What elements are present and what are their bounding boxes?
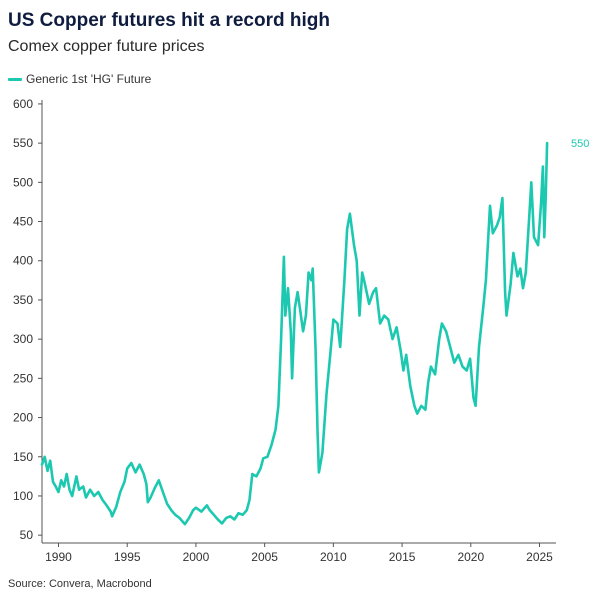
source-note: Source: Convera, Macrobond xyxy=(8,578,152,590)
last-value-label: 550 xyxy=(571,138,589,150)
x-tick-label: 2020 xyxy=(457,550,484,564)
x-tick-label: 2000 xyxy=(183,550,210,564)
x-tick-label: 1990 xyxy=(45,550,72,564)
chart-title: US Copper futures hit a record high xyxy=(8,10,330,31)
y-tick-label: 150 xyxy=(13,450,33,464)
legend: Generic 1st 'HG' Future xyxy=(8,72,151,86)
y-tick-label: 400 xyxy=(13,254,33,268)
y-tick-label: 350 xyxy=(13,293,33,307)
legend-swatch xyxy=(8,77,22,81)
y-tick-label: 200 xyxy=(13,411,33,425)
legend-label: Generic 1st 'HG' Future xyxy=(26,72,152,86)
x-tick-label: 1995 xyxy=(114,550,141,564)
series-line xyxy=(40,141,549,526)
x-tick-label: 2005 xyxy=(251,550,278,564)
y-tick-label: 500 xyxy=(13,175,33,189)
y-tick-label: 450 xyxy=(13,215,33,229)
y-tick-label: 600 xyxy=(13,97,33,111)
y-tick-label: 300 xyxy=(13,332,33,346)
x-tick-label: 2010 xyxy=(320,550,347,564)
x-tick-label: 2025 xyxy=(526,550,553,564)
y-tick-label: 550 xyxy=(13,136,33,150)
x-tick-label: 2015 xyxy=(389,550,416,564)
chart-subtitle: Comex copper future prices xyxy=(8,38,205,55)
y-tick-label: 250 xyxy=(13,371,33,385)
y-tick-label: 100 xyxy=(13,489,33,503)
y-tick-label: 50 xyxy=(20,528,34,542)
